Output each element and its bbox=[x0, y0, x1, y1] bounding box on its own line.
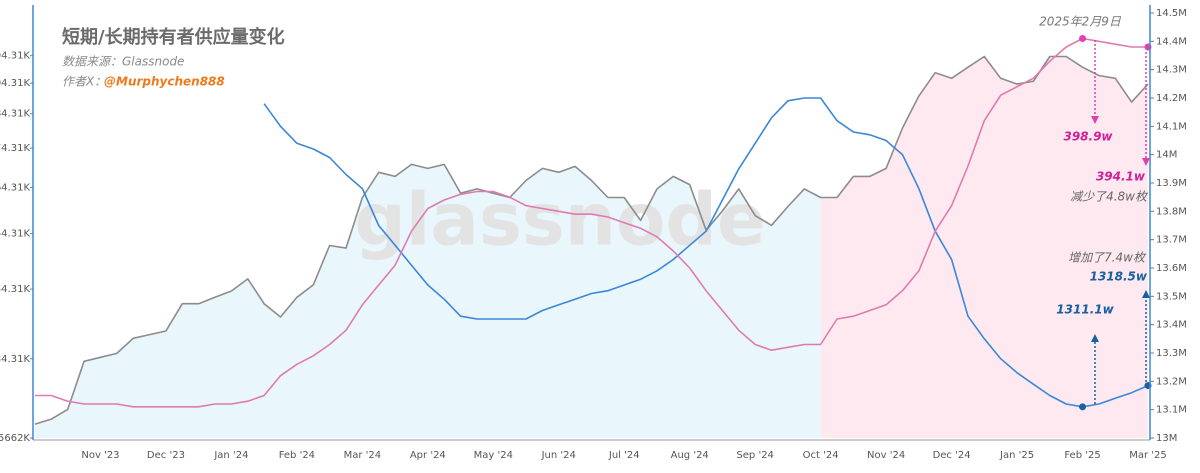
annotation-value: 394.1w bbox=[1096, 170, 1146, 184]
y2-tick-label: 14.5M bbox=[1156, 8, 1187, 19]
y2-tick-label: 13.7M bbox=[1156, 235, 1187, 246]
y2-tick-label: 13M bbox=[1156, 433, 1177, 444]
annotation-change: 减少了4.8w枚 bbox=[1070, 190, 1149, 204]
author-label: 作者X： bbox=[62, 75, 106, 89]
y-tick-label: 25662K bbox=[0, 433, 30, 444]
x-tick-label: Mar '24 bbox=[344, 450, 382, 461]
annotation-arrows bbox=[1094, 40, 1147, 404]
x-tick-label: Dec '24 bbox=[933, 450, 971, 461]
y2-tick-label: 13.6M bbox=[1156, 263, 1187, 274]
y2-tick-label: 13.9M bbox=[1156, 178, 1187, 189]
watermark: glassnode bbox=[354, 178, 766, 262]
y2-tick-label: 14M bbox=[1156, 150, 1177, 161]
annotation-date: 2025年2月9日 bbox=[1039, 15, 1122, 29]
annotation-dot bbox=[1079, 35, 1087, 42]
x-tick-label: Feb '24 bbox=[279, 450, 315, 461]
x-tick-label: Jan '24 bbox=[213, 450, 248, 461]
y2-tick-label: 14.4M bbox=[1156, 36, 1187, 47]
y-tick-label: 34.31K bbox=[0, 354, 30, 365]
y2-tick-label: 13.3M bbox=[1156, 348, 1187, 359]
x-tick-label: Sep '24 bbox=[736, 450, 774, 461]
x-tick-label: Jun '24 bbox=[541, 450, 576, 461]
series-line bbox=[263, 97, 1149, 408]
x-tick-label: Apr '24 bbox=[410, 450, 446, 461]
subtitle: 数据来源：Glassnode bbox=[62, 55, 184, 69]
x-tick-label: Aug '24 bbox=[671, 450, 709, 461]
annotation-value: 398.9w bbox=[1063, 130, 1113, 144]
area-fill bbox=[35, 164, 821, 438]
annotation-dot bbox=[1079, 403, 1087, 411]
area-fill bbox=[820, 56, 1148, 438]
y2-tick-label: 14.3M bbox=[1156, 65, 1187, 76]
y2-tick-label: 13.5M bbox=[1156, 291, 1187, 302]
annotation-value: 1318.5w bbox=[1090, 270, 1148, 284]
y-tick-label: 94.31K bbox=[0, 78, 30, 89]
y2-tick-label: 13.1M bbox=[1156, 405, 1187, 416]
annotation-value: 1311.1w bbox=[1056, 303, 1114, 317]
x-tick-label: Dec '23 bbox=[147, 450, 185, 461]
y-tick-label: 104.31K bbox=[0, 51, 30, 62]
background-layer bbox=[35, 56, 1148, 438]
x-tick-label: May '24 bbox=[474, 450, 513, 461]
x-tick-label: Jan '25 bbox=[999, 450, 1034, 461]
arrow-head bbox=[1091, 290, 1150, 342]
x-tick-label: Jul '24 bbox=[608, 450, 640, 461]
chart-title: 短期/长期持有者供应量变化 bbox=[62, 26, 285, 48]
annotation-change: 增加了7.4w枚 bbox=[1068, 251, 1147, 265]
series-line bbox=[35, 37, 1148, 408]
y-tick-label: 54.31K bbox=[0, 229, 30, 240]
author-handle: @Murphychen888 bbox=[104, 75, 225, 89]
y2-tick-label: 13.2M bbox=[1156, 376, 1187, 387]
y-tick-label: 74.31K bbox=[0, 143, 30, 154]
y-tick-label: 84.31K bbox=[0, 109, 30, 120]
series-line bbox=[34, 55, 1149, 425]
y2-tick-label: 14.1M bbox=[1156, 121, 1187, 132]
x-tick-label: Nov '24 bbox=[867, 450, 905, 461]
x-tick-label: Feb '25 bbox=[1064, 450, 1100, 461]
y-tick-label: 64.31K bbox=[0, 183, 30, 194]
x-tick-label: Oct '24 bbox=[803, 450, 839, 461]
y-tick-label: 44.31K bbox=[0, 284, 30, 295]
x-tick-label: Mar '25 bbox=[1129, 450, 1167, 461]
y2-tick-label: 13.4M bbox=[1156, 320, 1187, 331]
arrow-head bbox=[1091, 116, 1150, 166]
y2-tick-label: 14.2M bbox=[1156, 93, 1187, 104]
x-tick-label: Nov '23 bbox=[81, 450, 119, 461]
y2-tick-label: 13.8M bbox=[1156, 206, 1187, 217]
